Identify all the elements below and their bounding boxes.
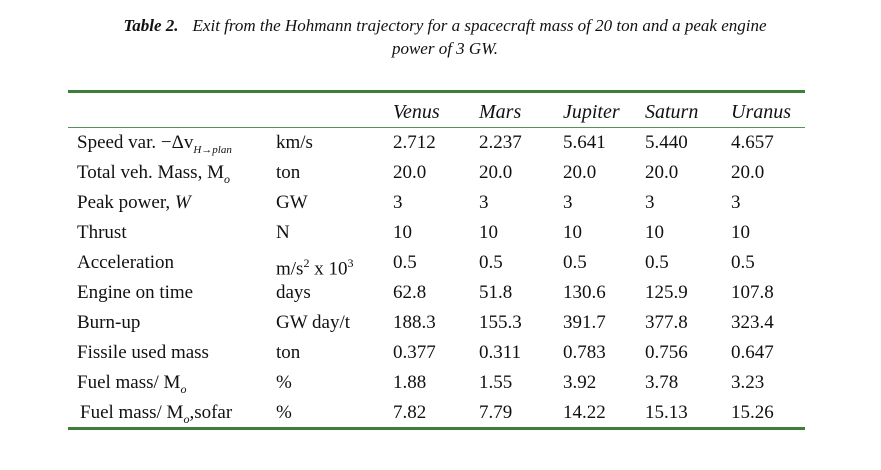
table-cell: 10 (731, 222, 750, 243)
unit-fuel-mass-ratio: % (276, 372, 292, 393)
table-caption: Table 2. Exit from the Hohmann trajectory… (60, 14, 830, 60)
table-cell: 62.8 (393, 282, 427, 303)
column-header-jupiter: Jupiter (563, 101, 620, 123)
table-cell: 3 (731, 192, 741, 213)
unit-acceleration: m/s2 x 103 (276, 256, 354, 280)
table-cell: 20.0 (393, 162, 427, 183)
table-cell: 4.657 (731, 132, 774, 153)
table-cell: 323.4 (731, 312, 774, 333)
table-cell: 10 (479, 222, 498, 243)
table-cell: 0.377 (393, 342, 436, 363)
table-cell: 3 (479, 192, 489, 213)
table-cell: 10 (393, 222, 412, 243)
param-peak-power: Peak power, W (77, 192, 191, 213)
unit-speed-variation: km/s (276, 132, 313, 153)
param-acceleration: Acceleration (77, 252, 175, 273)
table-cell: 3 (563, 192, 573, 213)
table-cell: 14.22 (563, 402, 606, 423)
table-cell: 0.5 (731, 252, 755, 273)
table-cell: 2.712 (393, 132, 436, 153)
table-cell: 20.0 (645, 162, 679, 183)
table-cell: 1.55 (479, 372, 513, 393)
param-fuel-mass-ratio: Fuel mass/ Mo (77, 372, 187, 396)
caption-text-line2: power of 3 GW. (391, 39, 499, 58)
unit-fuel-mass-ratio-sofar: % (276, 402, 292, 423)
param-fissile-used-mass: Fissile used mass (77, 342, 209, 363)
table-cell: 15.26 (731, 402, 774, 423)
table-cell: 0.756 (645, 342, 688, 363)
table-cell: 1.88 (393, 372, 427, 393)
table-cell: 0.5 (479, 252, 503, 273)
param-engine-on-time: Engine on time (77, 282, 194, 303)
column-header-mars: Mars (479, 101, 522, 123)
column-header-saturn: Saturn (645, 101, 699, 123)
param-fuel-mass-ratio-sofar: Fuel mass/ Mo,sofar (80, 402, 233, 426)
column-header-venus: Venus (393, 101, 440, 123)
table-cell: 3.23 (731, 372, 765, 393)
table-cell: 0.5 (645, 252, 669, 273)
column-header-uranus: Uranus (731, 101, 792, 123)
unit-engine-on-time: days (276, 282, 311, 303)
table-cell: 130.6 (563, 282, 606, 303)
table-cell: 377.8 (645, 312, 688, 333)
table-cell: 5.641 (563, 132, 606, 153)
table-bottom-rule (68, 427, 805, 430)
table-cell: 10 (645, 222, 664, 243)
table-cell: 20.0 (563, 162, 597, 183)
unit-peak-power: GW (276, 192, 308, 213)
table-cell: 2.237 (479, 132, 522, 153)
unit-thrust: N (276, 222, 290, 243)
unit-burn-up: GW day/t (276, 312, 351, 333)
table-cell: 188.3 (393, 312, 436, 333)
table-cell: 10 (563, 222, 582, 243)
unit-fissile-used-mass: ton (276, 342, 301, 363)
table-cell: 20.0 (479, 162, 513, 183)
param-total-vehicle-mass: Total veh. Mass, Mo (77, 162, 230, 186)
param-thrust: Thrust (77, 222, 127, 243)
table-header-rule (68, 127, 805, 128)
caption-text-line1: Exit from the Hohmann trajectory for a s… (192, 16, 767, 35)
table-cell: 0.783 (563, 342, 606, 363)
table-cell: 20.0 (731, 162, 765, 183)
table-cell: 391.7 (563, 312, 606, 333)
table-cell: 7.82 (393, 402, 427, 423)
table-cell: 7.79 (479, 402, 513, 423)
table-label: Table 2. (123, 16, 179, 35)
table-cell: 3 (393, 192, 403, 213)
param-speed-variation: Speed var. −ΔvH→plan (77, 132, 232, 156)
table-top-rule (68, 90, 805, 93)
table-cell: 125.9 (645, 282, 688, 303)
table-cell: 5.440 (645, 132, 688, 153)
table-cell: 3.78 (645, 372, 679, 393)
param-burn-up: Burn-up (77, 312, 141, 333)
table-cell: 0.647 (731, 342, 774, 363)
table-cell: 155.3 (479, 312, 522, 333)
table-cell: 15.13 (645, 402, 688, 423)
table-cell: 3 (645, 192, 655, 213)
unit-total-vehicle-mass: ton (276, 162, 301, 183)
table-cell: 0.5 (563, 252, 587, 273)
table-cell: 107.8 (731, 282, 774, 303)
table-cell: 51.8 (479, 282, 513, 303)
table-cell: 0.311 (479, 342, 522, 363)
table-cell: 0.5 (393, 252, 417, 273)
table-cell: 3.92 (563, 372, 597, 393)
